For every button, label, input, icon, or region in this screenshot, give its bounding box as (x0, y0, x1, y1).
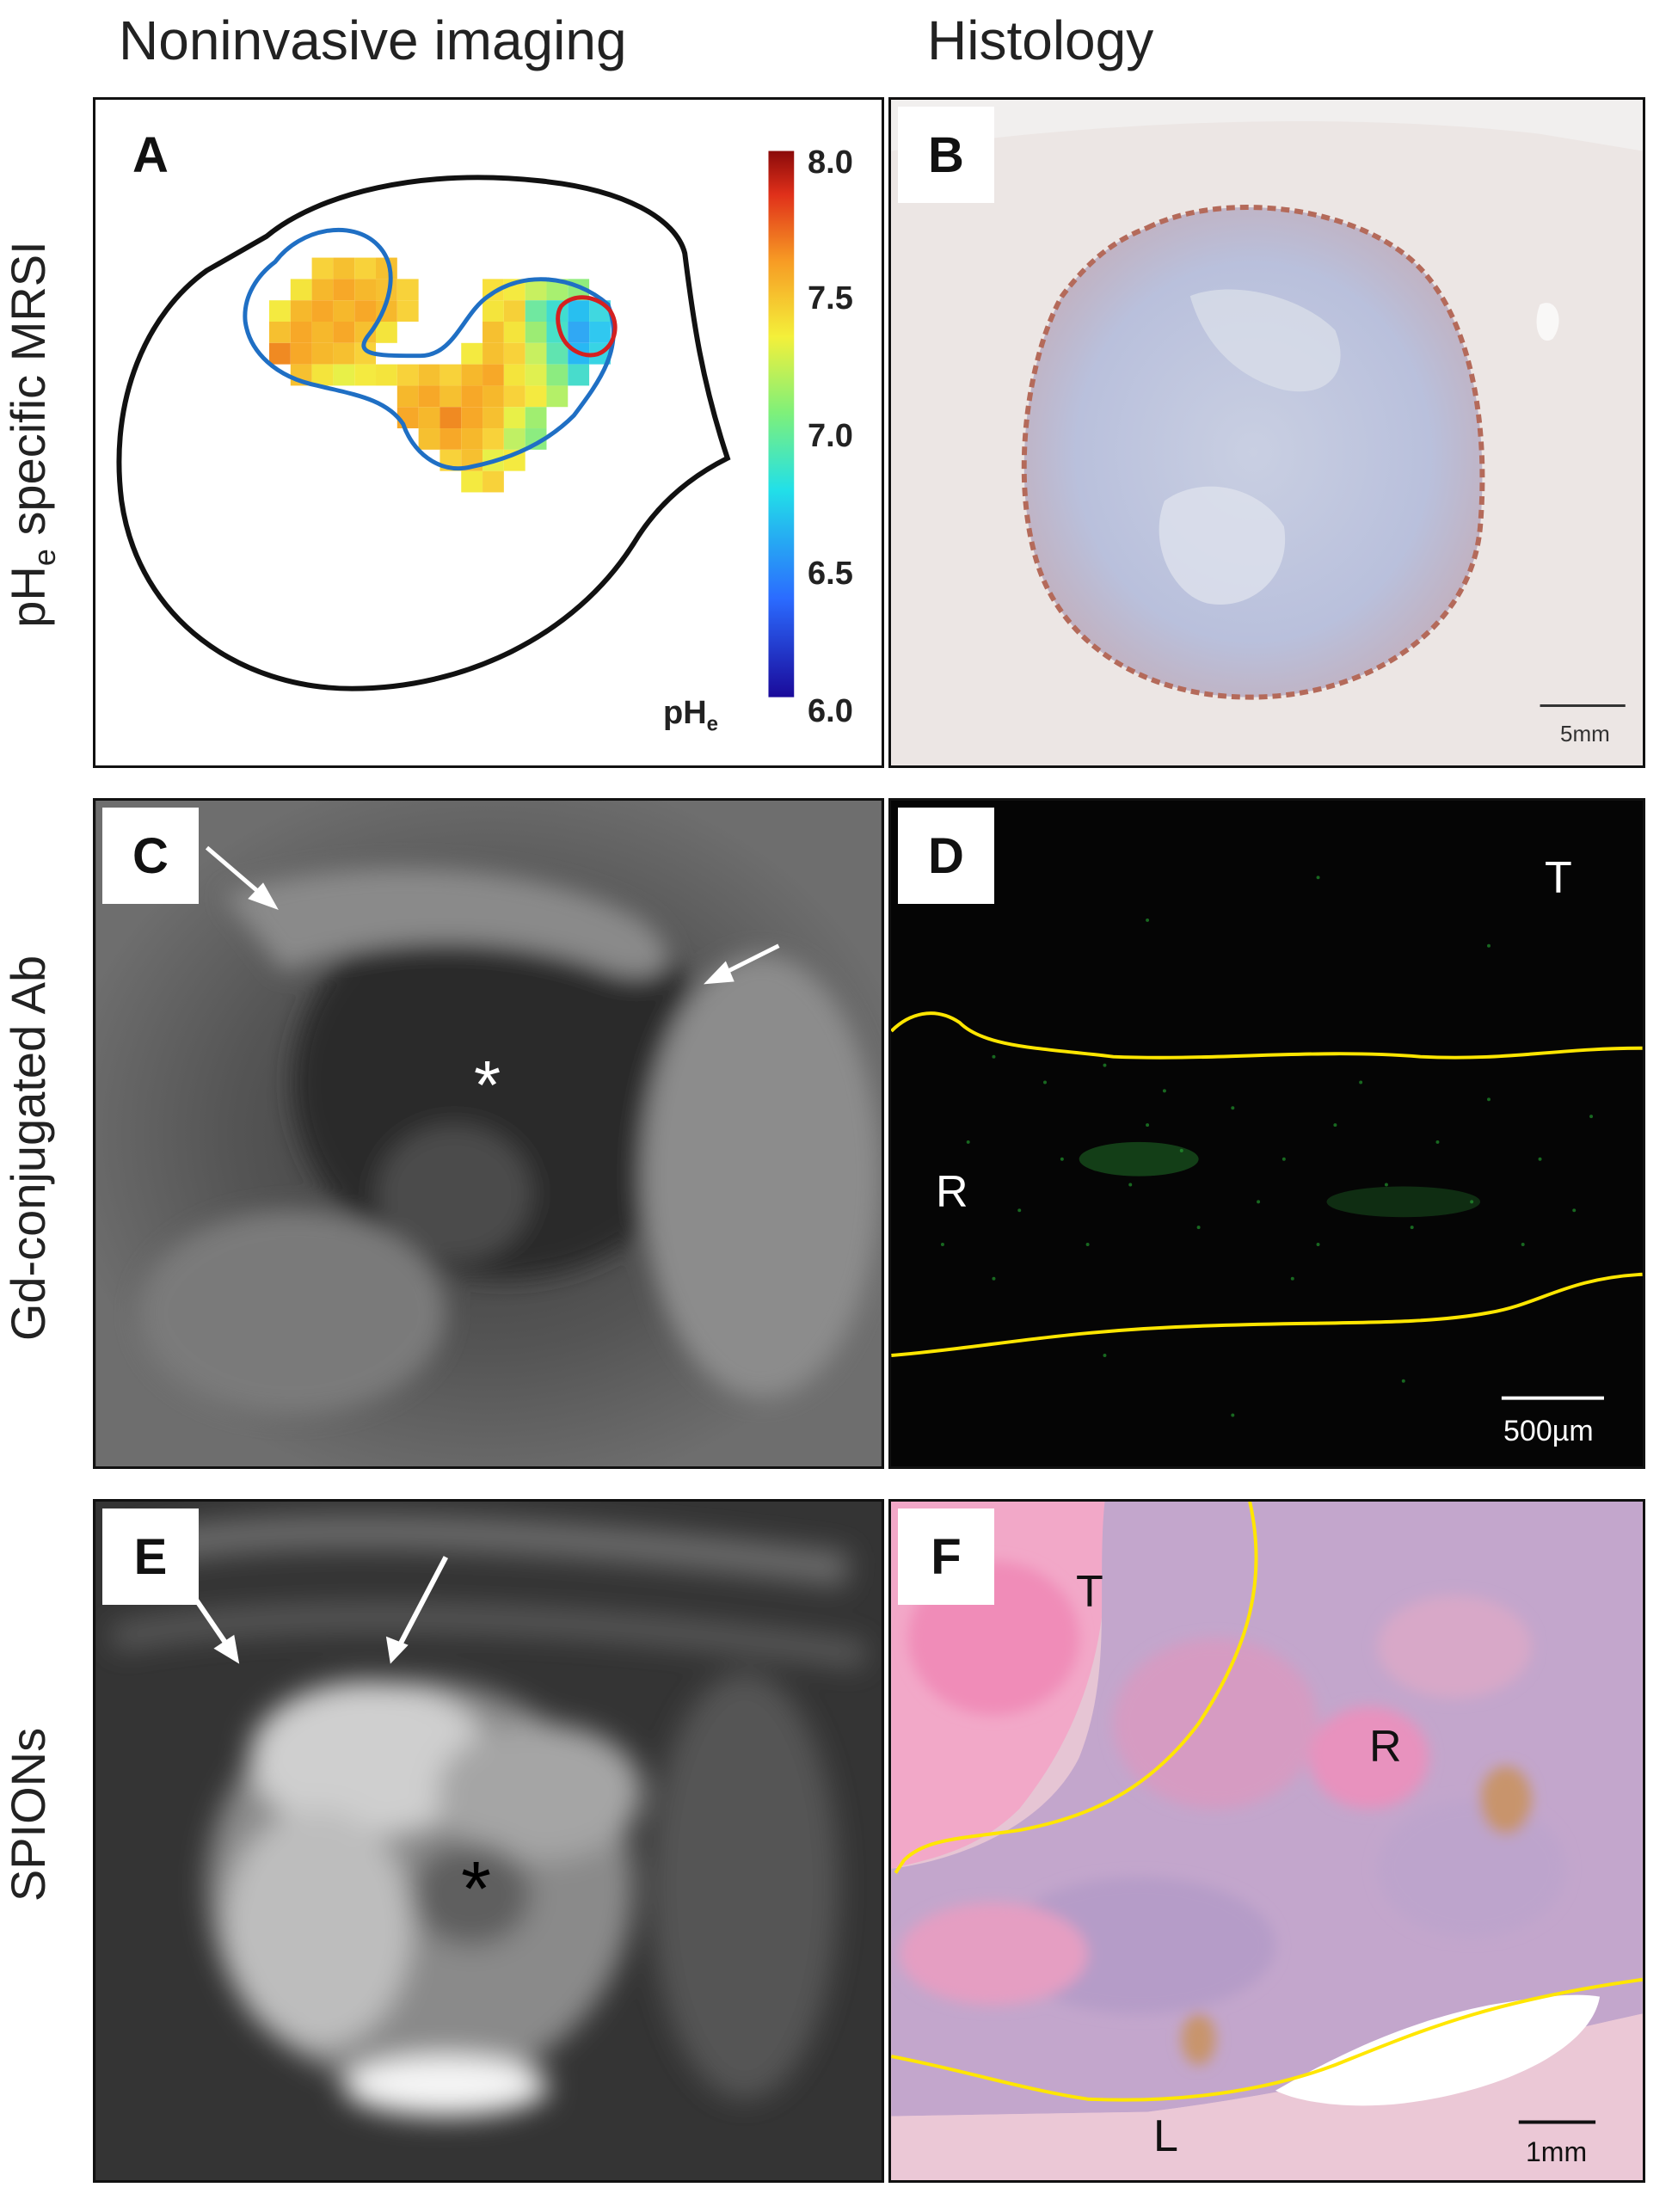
panel-f-label: F (898, 1508, 994, 1605)
colorbar-tick-8.0: 8.0 (808, 144, 853, 181)
tumor-asterisk-c: * (474, 1047, 501, 1123)
arrow-e-right (396, 1556, 449, 1649)
tumor-asterisk-e: * (461, 1846, 492, 1932)
tumor-section (1021, 205, 1485, 700)
boundary-lesion (891, 1977, 1643, 2102)
panel-c-graphic (95, 801, 882, 1466)
scale-bar-label-500um: 500µm (1503, 1415, 1594, 1447)
panel-a-graphic (116, 151, 795, 697)
row-title-ph-mrsi: pHe specific MRSI (0, 116, 63, 753)
panel-d-graphic (891, 876, 1643, 1417)
row-title-gd-ab: Gd-conjugated Ab (1, 955, 55, 1342)
column-title-histology: Histology (927, 9, 1154, 71)
body-outline (116, 175, 731, 691)
panel-b-label: B (898, 107, 994, 203)
panel-d-fluorescence: D T R 500µm (888, 798, 1645, 1469)
row-title-ph-main: pH (1, 566, 55, 628)
colorbar-label-phe: pHe (663, 695, 718, 737)
boundary-tumor (894, 1502, 1258, 1874)
ph-pixel-map (268, 257, 611, 493)
region-label-r-d: R (936, 1167, 968, 1217)
colorbar-tick-7.5: 7.5 (808, 280, 853, 316)
panel-c-label: C (102, 808, 199, 904)
colorbar-tick-7.0: 7.0 (808, 418, 853, 454)
panel-f-graphic (891, 1502, 1643, 2180)
panel-e-label: E (102, 1508, 199, 1605)
row-title-spions: SPIONs (1, 1727, 55, 1902)
panel-b-graphic (891, 120, 1643, 765)
panel-e-spions-mri: E * (93, 1499, 884, 2183)
panel-e-graphic (95, 1502, 882, 2180)
scale-bar-label-1mm: 1mm (1526, 2136, 1588, 2167)
tissue-gap (1275, 1994, 1601, 2106)
scale-bar-label-5mm: 5mm (1560, 721, 1610, 747)
panel-f-he-histology: F T R L 1mm (888, 1499, 1645, 2183)
roi-outline-red (556, 295, 618, 358)
panel-a-ph-map: A (93, 97, 884, 768)
row-title-ph-sub: e (27, 549, 63, 567)
colorbar-tick-6.5: 6.5 (808, 556, 853, 592)
boundary-upper (891, 1011, 1643, 1060)
colorbar-label-sub: e (706, 712, 719, 736)
region-label-l-f: L (1153, 2111, 1178, 2161)
panel-b-histology: B 5mm (888, 97, 1645, 768)
colorbar-tick-6.0: 6.0 (808, 693, 853, 729)
column-title-noninvasive: Noninvasive imaging (119, 9, 627, 71)
colorbar-label-main: pH (663, 695, 707, 731)
region-label-r-f: R (1369, 1722, 1402, 1772)
panel-c-gd-mri: C * (93, 798, 884, 1469)
colorbar (768, 151, 795, 697)
row-title-ph-rest: specific MRSI (1, 241, 55, 550)
region-label-t-f: T (1076, 1567, 1103, 1617)
panel-a-label: A (102, 107, 199, 203)
boundary-lower (891, 1272, 1643, 1357)
fluorescence-signal (940, 876, 1594, 1417)
panel-d-label: D (898, 808, 994, 904)
region-label-t-d: T (1545, 853, 1572, 903)
